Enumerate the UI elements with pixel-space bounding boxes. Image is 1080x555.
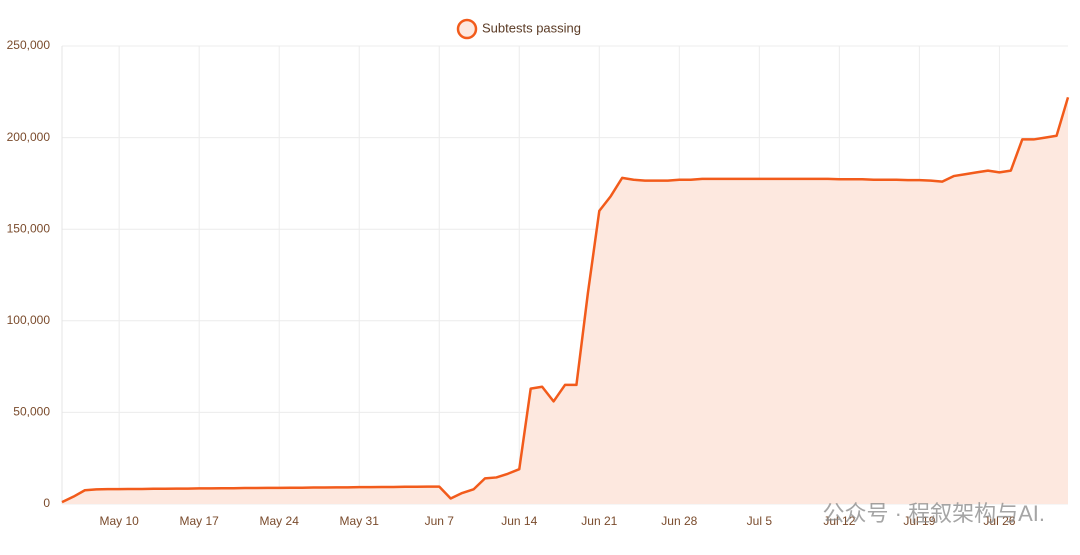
legend-swatch — [456, 18, 478, 40]
watermark: 公众号 · 程叙架构与AI. — [823, 501, 1045, 526]
x-tick-label: Jun 14 — [501, 514, 537, 528]
x-tick-label: May 24 — [260, 514, 300, 528]
x-tick-label: Jun 28 — [661, 514, 697, 528]
x-tick-label: Jul 26 — [983, 514, 1015, 528]
x-tick-label: Jul 19 — [903, 514, 935, 528]
y-tick-label: 50,000 — [13, 405, 50, 419]
x-tick-label: Jul 5 — [747, 514, 773, 528]
x-tick-label: May 10 — [99, 514, 139, 528]
x-tick-label: Jun 7 — [425, 514, 455, 528]
x-tick-label: May 31 — [340, 514, 380, 528]
y-tick-label: 150,000 — [7, 221, 51, 235]
line — [61, 96, 1070, 504]
x-tick-label: Jun 21 — [581, 514, 617, 528]
y-tick-label: 100,000 — [7, 313, 51, 327]
x-tick-label: Jul 12 — [823, 514, 855, 528]
y-tick-label: 200,000 — [7, 130, 51, 144]
y-tick-label: 0 — [43, 496, 50, 510]
y-tick-label: 250,000 — [7, 38, 51, 52]
x-tick-label: May 17 — [180, 514, 220, 528]
area-fill — [62, 97, 1068, 505]
legend-label: Subtests passing — [482, 20, 581, 35]
